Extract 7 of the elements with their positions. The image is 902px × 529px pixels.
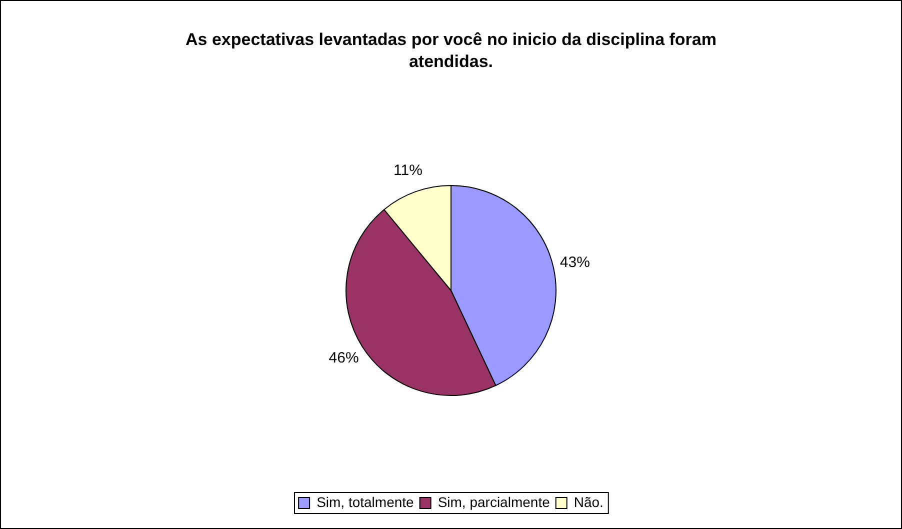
chart-title: As expectativas levantadas por você no inicio da disciplina foram atendidas. [184, 29, 718, 73]
legend-label: Sim, totalmente [316, 494, 414, 510]
legend-label: Não. [574, 494, 604, 510]
legend-label: Sim, parcialmente [438, 494, 550, 510]
data-label: 43% [560, 254, 590, 271]
data-label: 11% [394, 162, 422, 180]
data-label: 46% [328, 350, 359, 367]
